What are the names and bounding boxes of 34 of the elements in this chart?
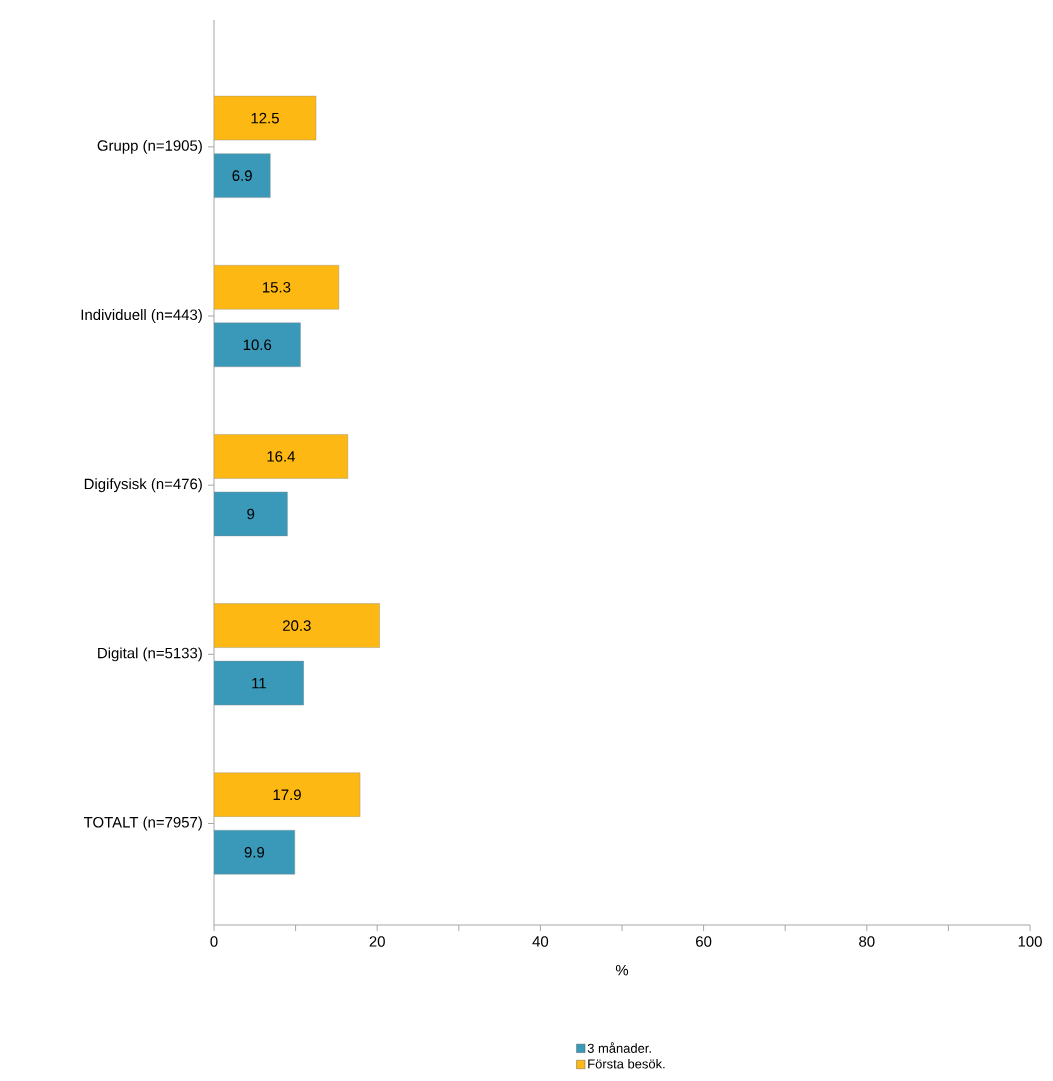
data-label: 20.3	[283, 620, 311, 631]
x-tick-label: 80	[859, 936, 875, 947]
y-tick-label: Individuell (n=443)	[81, 309, 202, 323]
x-tick-label: 100	[1018, 936, 1042, 947]
data-label: 9	[247, 508, 255, 520]
legend-label: Första besök.	[588, 1058, 665, 1069]
data-label: 12.5	[251, 112, 279, 124]
data-label: 10.6	[243, 339, 272, 351]
bar	[214, 322, 301, 367]
data-label: 9.9	[244, 846, 265, 858]
bar	[214, 830, 295, 875]
x-tick-label: 40	[532, 936, 549, 947]
y-tick-label: Grupp (n=1905)	[97, 139, 202, 154]
bar	[214, 265, 340, 310]
y-tick-label: Digital (n=5133)	[98, 647, 202, 662]
y-tick-label: TOTALT (n=7957)	[83, 816, 202, 831]
y-tick-label: Digifysisk (n=476)	[84, 478, 202, 493]
data-label: 11	[252, 677, 266, 689]
data-label: 15.3	[263, 281, 291, 293]
bar	[214, 603, 380, 648]
bar	[214, 153, 271, 198]
bar	[214, 660, 304, 706]
x-tick-label: 20	[369, 936, 385, 947]
bar	[214, 95, 317, 141]
bar	[214, 491, 288, 537]
bar	[214, 434, 349, 479]
data-label: 6.9	[232, 170, 252, 181]
data-label: 17.9	[273, 789, 301, 801]
x-tick-label: 0	[210, 936, 218, 947]
legend-label: 3 månader.	[587, 1042, 651, 1053]
x-axis-title: %	[615, 964, 629, 976]
data-label: 16.4	[267, 451, 296, 462]
x-tick-label: 60	[696, 936, 712, 947]
bar	[214, 772, 361, 817]
